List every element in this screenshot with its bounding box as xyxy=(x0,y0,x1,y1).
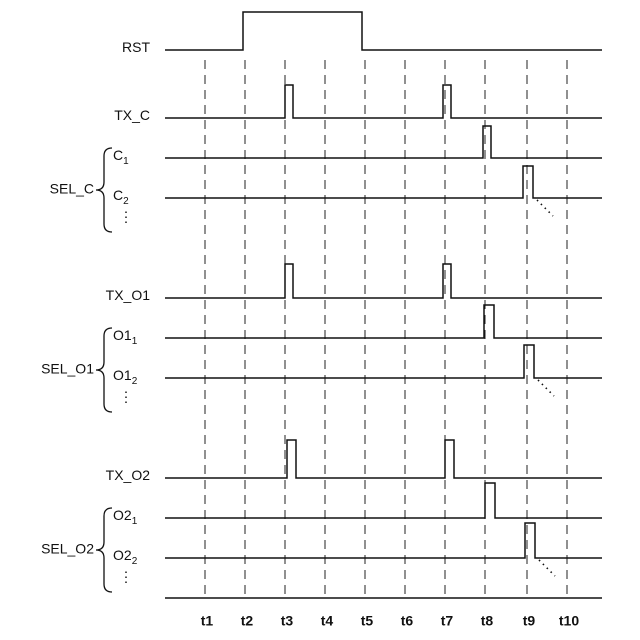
signal-name: TX_O2 xyxy=(106,467,151,483)
continuation-dots xyxy=(537,200,553,216)
waveform xyxy=(165,483,602,518)
signal-name: C xyxy=(113,147,123,163)
time-label: t1 xyxy=(201,613,214,629)
group-label: SEL_C xyxy=(50,181,94,197)
time-label: t10 xyxy=(559,613,579,629)
signal-subscript: 2 xyxy=(132,376,138,387)
time-label: t6 xyxy=(401,613,414,629)
signal-name: TX_O1 xyxy=(106,287,151,303)
signal-name: RST xyxy=(122,39,150,55)
time-label: t7 xyxy=(441,613,454,629)
waveform xyxy=(165,345,602,378)
time-label: t5 xyxy=(361,613,374,629)
signal-label: O22 xyxy=(113,547,138,567)
signal-name: TX_C xyxy=(114,107,150,123)
waveform xyxy=(165,12,602,50)
signal-subscript: 1 xyxy=(132,336,138,347)
waveform xyxy=(165,126,602,158)
signal-name: O2 xyxy=(113,547,132,563)
brace xyxy=(96,328,112,412)
signal-label: RST xyxy=(122,39,150,55)
time-label: t2 xyxy=(241,613,254,629)
waveform xyxy=(165,523,602,558)
signal-label: TX_C xyxy=(114,107,150,123)
signal-name: O2 xyxy=(113,507,132,523)
time-label: t9 xyxy=(523,613,536,629)
continuation-dots xyxy=(538,380,554,396)
signal-label: C2 xyxy=(113,187,129,207)
brace xyxy=(96,148,112,232)
waveform xyxy=(165,166,602,198)
vertical-ellipsis: ⋮ xyxy=(119,569,133,585)
waveform xyxy=(165,305,602,338)
timing-diagram: ⋮ ⋮ ⋮ t1t2t3t4t5t6t7t8t9t10RSTTX_CC1C2TX… xyxy=(0,0,640,640)
signal-name: O1 xyxy=(113,367,132,383)
signal-label: C1 xyxy=(113,147,129,167)
waveform xyxy=(165,440,602,478)
signal-label: TX_O2 xyxy=(106,467,151,483)
signal-subscript: 1 xyxy=(132,516,138,527)
signal-label: O21 xyxy=(113,507,138,527)
waveform xyxy=(165,264,602,298)
group-label: SEL_O1 xyxy=(41,361,94,377)
time-label: t4 xyxy=(321,613,334,629)
vertical-ellipsis: ⋮ xyxy=(119,209,133,225)
waveform xyxy=(165,85,602,118)
vertical-ellipsis: ⋮ xyxy=(119,389,133,405)
signal-subscript: 2 xyxy=(123,196,129,207)
signal-name: C xyxy=(113,187,123,203)
brace xyxy=(96,508,112,592)
time-label: t8 xyxy=(481,613,494,629)
signal-label: O12 xyxy=(113,367,138,387)
signal-label: O11 xyxy=(113,327,138,347)
signal-name: O1 xyxy=(113,327,132,343)
group-label: SEL_O2 xyxy=(41,541,94,557)
time-label: t3 xyxy=(281,613,294,629)
continuation-dots xyxy=(539,560,555,576)
signal-label: TX_O1 xyxy=(106,287,151,303)
signal-subscript: 1 xyxy=(123,156,129,167)
signal-subscript: 2 xyxy=(132,556,138,567)
